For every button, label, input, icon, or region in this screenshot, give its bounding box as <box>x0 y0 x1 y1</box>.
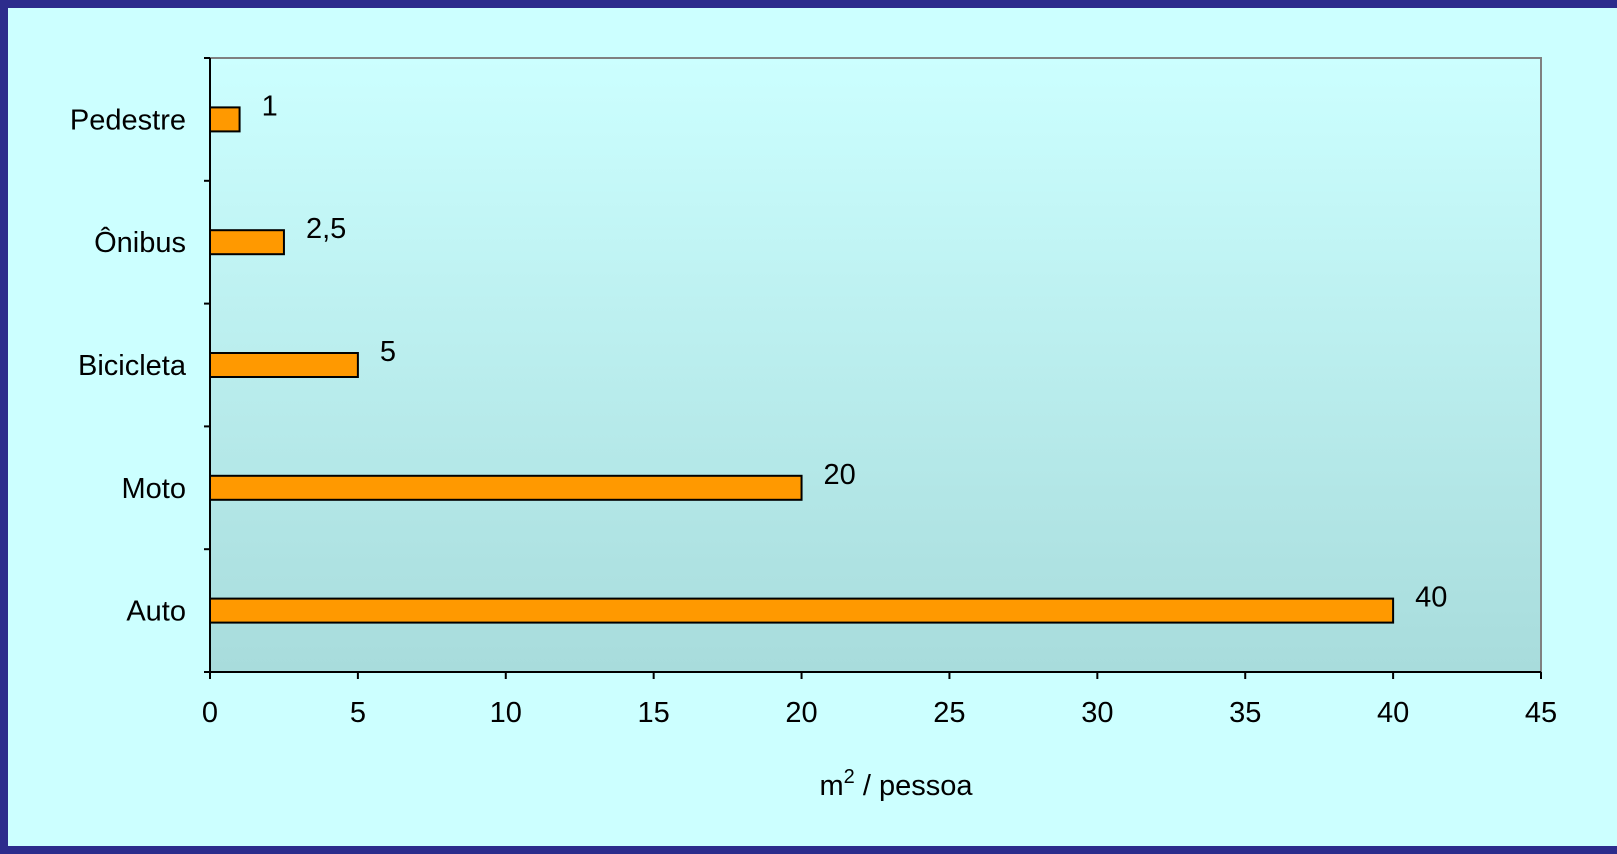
x-tick-label: 10 <box>490 697 522 729</box>
data-label: 1 <box>262 90 278 122</box>
bars-group: 40 20 5 2,5 1 <box>209 90 1447 624</box>
x-tick-label: 30 <box>1081 697 1113 729</box>
category-label: Bicicleta <box>78 350 187 382</box>
data-label: 20 <box>824 459 856 491</box>
category-labels: Auto Moto Bicicleta Ônibus Pedestre <box>70 104 187 627</box>
x-tick-label: 25 <box>933 697 965 729</box>
category-label: Ônibus <box>94 225 186 259</box>
x-tick-label: 40 <box>1377 697 1409 729</box>
bar-chart: 40 20 5 2,5 1 Auto Moto Bicicleta Ônibus Pedestr… <box>70 57 1557 802</box>
bar-pedestre <box>209 106 241 133</box>
x-tick-label: 20 <box>785 697 817 729</box>
category-label: Pedestre <box>70 104 186 136</box>
x-tick-label: 0 <box>202 697 218 729</box>
data-label: 40 <box>1415 582 1447 614</box>
bar-auto <box>209 597 1395 624</box>
bar-moto <box>209 474 803 501</box>
bar-bicicleta <box>209 352 359 378</box>
data-label: 2,5 <box>306 213 346 245</box>
bar-onibus <box>209 229 285 256</box>
x-tick-label: 35 <box>1229 697 1261 729</box>
slide-frame: 40 20 5 2,5 1 Auto Moto Bicicleta Ônibus Pedestr… <box>8 8 1617 846</box>
data-label: 5 <box>380 336 396 368</box>
x-axis: 0 5 10 15 20 25 30 35 40 45 <box>202 57 1557 729</box>
x-tick-label: 15 <box>638 697 670 729</box>
x-axis-title: m2 / pessoa <box>820 766 974 802</box>
category-label: Moto <box>122 473 186 505</box>
plot-area <box>209 57 1542 673</box>
x-tick-label: 5 <box>350 697 366 729</box>
category-label: Auto <box>126 596 186 628</box>
x-tick-label: 45 <box>1525 697 1557 729</box>
